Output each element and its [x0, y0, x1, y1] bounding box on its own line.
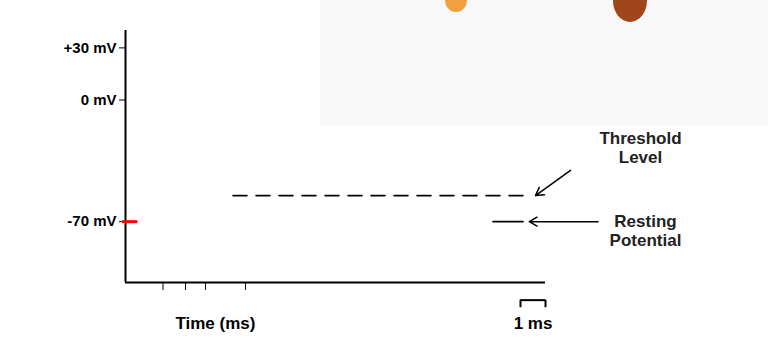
svg-text:Time (ms): Time (ms): [175, 314, 255, 333]
svg-text:ThresholdLevel: ThresholdLevel: [599, 129, 681, 168]
svg-text:1 ms: 1 ms: [514, 314, 553, 333]
svg-text:0 mV: 0 mV: [81, 91, 117, 108]
svg-text:+30 mV: +30 mV: [64, 39, 117, 56]
svg-text:RestingPotential: RestingPotential: [610, 212, 682, 251]
svg-text:-70 mV: -70 mV: [67, 212, 116, 229]
